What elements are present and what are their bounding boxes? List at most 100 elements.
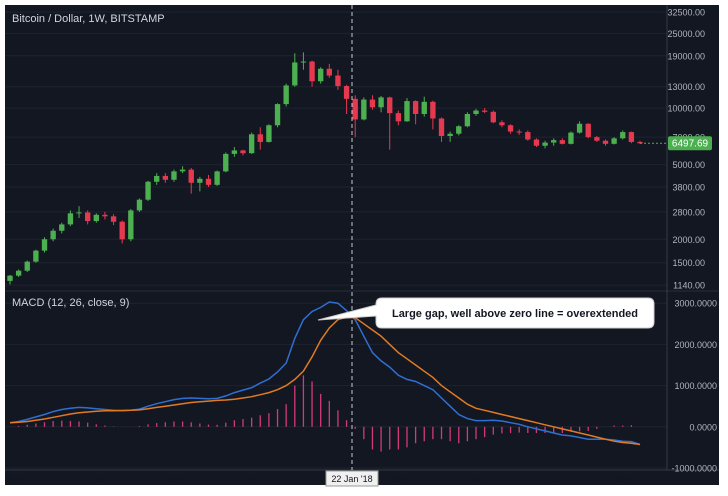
x-tick-label: 20 xyxy=(316,474,326,484)
candle-body xyxy=(490,111,496,123)
candle-body xyxy=(551,140,557,143)
candle-body xyxy=(274,104,281,126)
price-candle xyxy=(67,210,74,227)
candle-body xyxy=(568,132,574,144)
price-pane: Bitcoin / Dollar, 1W, BITSTAMP xyxy=(5,11,667,286)
price-candle xyxy=(15,269,22,277)
x-tick-label: Sep xyxy=(615,474,631,484)
price-candle xyxy=(257,127,263,150)
price-candle xyxy=(559,138,566,145)
candle-body xyxy=(585,123,591,138)
macd-histogram xyxy=(17,375,633,452)
price-candle xyxy=(525,130,531,141)
candle-body xyxy=(447,133,453,136)
candle-body xyxy=(620,132,626,139)
signal-line xyxy=(9,316,641,446)
annotation-callout: Large gap, well above zero line = overex… xyxy=(317,297,655,329)
candle-body xyxy=(361,99,367,120)
price-candle xyxy=(274,103,281,128)
candle-body xyxy=(59,224,65,231)
crosshair-date-label: 22 Jan '18 xyxy=(331,474,372,484)
price-candle xyxy=(93,213,99,223)
price-candle xyxy=(300,52,307,70)
price-candle xyxy=(628,131,635,144)
price-tick-label: 5000.00 xyxy=(672,160,705,170)
price-candle xyxy=(507,124,514,134)
price-candle xyxy=(248,132,255,154)
candle-body xyxy=(223,153,229,172)
price-candle xyxy=(576,121,583,134)
price-candle xyxy=(24,260,30,272)
candle-body xyxy=(205,178,212,185)
annotation-text: Large gap, well above zero line = overex… xyxy=(392,308,638,320)
price-candle xyxy=(464,112,471,128)
price-candle xyxy=(50,228,56,242)
candle-body xyxy=(421,101,427,114)
price-candle xyxy=(205,174,212,187)
price-candle xyxy=(171,169,177,182)
candle-body xyxy=(188,169,194,183)
candle-body xyxy=(404,101,410,122)
price-title: Bitcoin / Dollar, 1W, BITSTAMP xyxy=(12,13,165,25)
price-candle xyxy=(481,108,488,114)
price-candle xyxy=(188,167,194,194)
price-candle xyxy=(145,180,151,201)
price-candle xyxy=(76,206,82,218)
candle-body xyxy=(507,125,514,132)
price-candle xyxy=(378,95,384,113)
candle-body xyxy=(300,61,307,63)
macd-tick-label: 3000.0000 xyxy=(674,299,717,309)
candle-body xyxy=(257,134,263,142)
candle-body xyxy=(50,230,56,240)
candle-body xyxy=(162,175,169,180)
price-tick-label: 10000.00 xyxy=(667,104,705,114)
price-candle xyxy=(128,208,134,242)
price-candle xyxy=(335,69,341,90)
price-candle xyxy=(240,149,246,156)
x-tick-label: May xyxy=(10,474,28,484)
x-axis: May Jul Sep Nov 20 Mar May Jul Sep xyxy=(10,474,631,484)
price-tick-label: 25000.00 xyxy=(667,29,705,39)
price-candle xyxy=(283,83,289,107)
price-tick-label: 2800.00 xyxy=(672,207,705,217)
price-candle xyxy=(404,98,410,122)
candle-body xyxy=(266,125,272,142)
candle-body xyxy=(387,97,393,114)
candle-body xyxy=(464,113,471,127)
macd-tick-label: -1000.0000 xyxy=(671,464,717,474)
price-candle xyxy=(620,130,626,140)
candle-body xyxy=(481,110,488,112)
macd-tick-label: 0.0000 xyxy=(689,422,717,432)
macd-axis: 3000.0000 2000.0000 1000.0000 0.0000 -1000.0… xyxy=(671,299,717,474)
annotation-bubble xyxy=(317,297,655,329)
candle-body xyxy=(136,199,143,211)
candle-body xyxy=(352,98,358,120)
candle-body xyxy=(611,138,617,144)
candle-body xyxy=(309,61,315,82)
price-tick-label: 1140.00 xyxy=(673,281,705,291)
candle-body xyxy=(67,213,74,225)
candle-body xyxy=(7,275,13,281)
candle-body xyxy=(628,132,635,142)
price-candle xyxy=(309,60,315,87)
candle-body xyxy=(542,142,548,146)
candle-body xyxy=(240,150,246,154)
price-candle xyxy=(119,220,125,244)
macd-tick-label: 2000.0000 xyxy=(674,340,717,350)
macd-tick-label: 1000.0000 xyxy=(674,381,717,391)
price-candle xyxy=(223,152,229,173)
price-candle xyxy=(430,100,436,130)
crosshair-date-box xyxy=(325,470,379,487)
price-candle xyxy=(594,135,600,142)
macd-gridlines xyxy=(5,302,667,469)
candle-body xyxy=(154,175,160,182)
candle-body xyxy=(499,122,505,126)
candle-body xyxy=(602,140,609,144)
candle-body xyxy=(438,118,445,136)
price-candle xyxy=(387,96,393,150)
candle-body xyxy=(343,86,350,99)
price-candle xyxy=(292,53,298,87)
price-candle xyxy=(585,123,591,139)
price-candle xyxy=(41,237,48,253)
